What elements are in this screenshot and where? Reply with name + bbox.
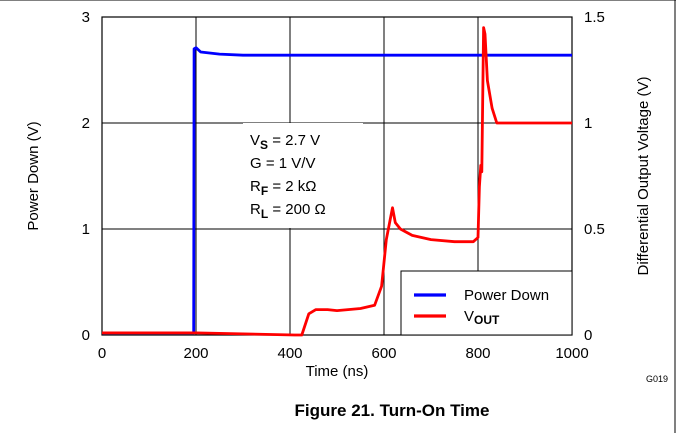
annotation-line: RL = 200 Ω — [250, 201, 326, 221]
series-line-vout — [102, 26, 572, 337]
annotation-base: R — [250, 201, 261, 218]
annotation-value: = 2 kΩ — [268, 178, 316, 195]
annotation-line: VS = 2.7 V — [250, 132, 320, 152]
y-left-axis-title: Power Down (V) — [25, 121, 42, 230]
y-left-tick-label: 2 — [82, 115, 90, 132]
legend-label-vout: VOUT — [464, 308, 500, 327]
y-right-tick-label: 0.5 — [584, 221, 605, 238]
y-right-axis-title: Differential Output Voltage (V) — [635, 76, 652, 275]
legend-label-vout-sub: OUT — [474, 313, 500, 327]
annotation-sub: S — [260, 138, 268, 152]
annotation-line: G = 1 V/V — [250, 155, 315, 172]
figure-caption: Figure 21. Turn-On Time — [295, 401, 490, 420]
annotation-base: V — [250, 132, 260, 149]
legend: Power Down VOUT — [400, 270, 573, 336]
x-tick-labels: 0 200 400 600 800 1000 — [98, 345, 589, 362]
annotation-sub: L — [261, 207, 268, 221]
y-right-tick-label: 1 — [584, 115, 592, 132]
series-line-power-down — [102, 46, 572, 335]
x-tick-label: 0 — [98, 345, 106, 362]
legend-box — [400, 270, 573, 336]
y-right-tick-label: 1.5 — [584, 9, 605, 26]
y-right-tick-labels: 0 0.5 1 1.5 — [584, 9, 605, 344]
x-tick-label: 600 — [371, 345, 396, 362]
annotation-sub: F — [261, 184, 268, 198]
annotation-base: G — [250, 155, 262, 172]
legend-label-vout-base: V — [464, 308, 474, 325]
y-left-tick-label: 0 — [82, 327, 90, 344]
annotation-box — [243, 123, 363, 228]
annotation-line: RF = 2 kΩ — [250, 178, 317, 198]
annotation-value: = 2.7 V — [268, 132, 320, 149]
legend-label-power-down: Power Down — [464, 287, 549, 304]
x-axis-title: Time (ns) — [306, 363, 369, 380]
x-tick-label: 800 — [465, 345, 490, 362]
x-tick-label: 200 — [183, 345, 208, 362]
figure-code: G019 — [646, 374, 668, 384]
y-right-tick-label: 0 — [584, 327, 592, 344]
y-left-tick-label: 3 — [82, 9, 90, 26]
annotation-value: = 1 V/V — [262, 155, 316, 172]
annotation-value: = 200 Ω — [268, 201, 326, 218]
y-left-tick-label: 1 — [82, 221, 90, 238]
y-left-tick-labels: 0 1 2 3 — [82, 9, 90, 344]
annotation-base: R — [250, 178, 261, 195]
x-tick-label: 1000 — [555, 345, 588, 362]
x-tick-label: 400 — [277, 345, 302, 362]
